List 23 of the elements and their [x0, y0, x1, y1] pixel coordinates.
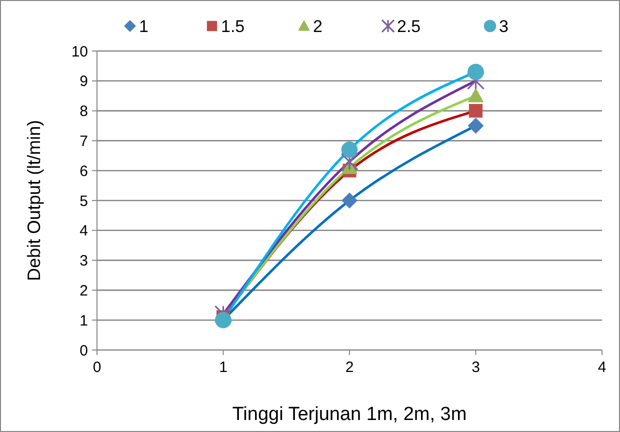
- x-tick-label: 3: [472, 359, 480, 376]
- legend-label: 2: [313, 16, 322, 36]
- y-tick-label: 9: [80, 73, 88, 90]
- y-tick-label: 6: [80, 162, 88, 180]
- y-tick-label: 3: [80, 252, 88, 270]
- y-tick-label: 4: [80, 222, 88, 240]
- y-tick-label: 8: [80, 103, 88, 120]
- y-tick-label: 5: [80, 192, 88, 210]
- y-tick-label: 10: [71, 43, 88, 60]
- x-axis-title: Tinggi Terjunan 1m, 2m, 3m: [232, 404, 467, 425]
- legend-label: 1: [139, 16, 148, 36]
- y-axis-title: Debit Output (lt/min): [24, 120, 44, 282]
- y-tick-label: 1: [80, 312, 88, 330]
- legend-label: 3: [499, 16, 508, 36]
- x-tick-label: 1: [219, 359, 228, 376]
- y-tick-label: 7: [80, 132, 88, 150]
- legend-label: 1.5: [221, 16, 245, 36]
- x-tick-label: 4: [598, 359, 606, 376]
- x-tick-label: 0: [92, 359, 102, 376]
- y-tick-label: 2: [80, 282, 88, 300]
- y-tick-label: 0: [80, 342, 88, 360]
- x-tick-label: 2: [345, 359, 354, 376]
- legend-label: 2.5: [397, 16, 421, 36]
